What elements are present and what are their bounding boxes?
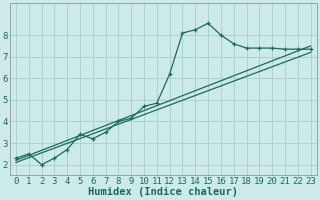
X-axis label: Humidex (Indice chaleur): Humidex (Indice chaleur) [88, 187, 238, 197]
